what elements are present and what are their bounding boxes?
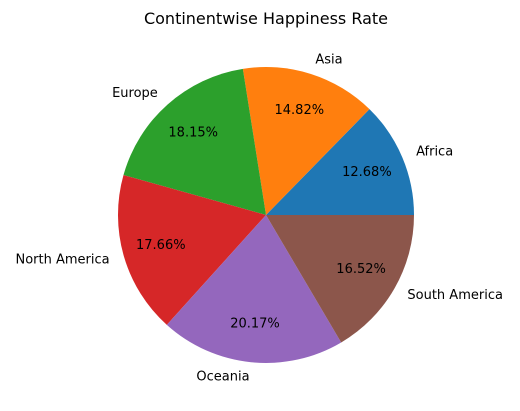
slice-percent-oceania: 20.17% xyxy=(230,317,280,332)
slice-label-south-america: South America xyxy=(407,288,503,303)
slice-label-asia: Asia xyxy=(315,52,342,67)
pie-slice-north-america xyxy=(117,175,266,325)
pie-slice-africa xyxy=(266,109,414,215)
pie-slice-oceania xyxy=(166,215,342,363)
pie-slices xyxy=(117,66,414,363)
slice-label-europe: Europe xyxy=(112,86,158,101)
pie-slice-asia xyxy=(242,66,370,216)
slice-label-oceania: Oceania xyxy=(196,370,249,385)
slice-percent-south-america: 16.52% xyxy=(336,262,386,277)
slice-percent-north-america: 17.66% xyxy=(136,238,186,253)
pie-slice-south-america xyxy=(266,215,414,343)
slice-label-africa: Africa xyxy=(416,144,453,159)
pie-labels: Africa 12.68% Asia 14.82% Europe 18.15% North … xyxy=(15,52,502,384)
chart-title: Continentwise Happiness Rate xyxy=(144,9,388,28)
slice-percent-asia: 14.82% xyxy=(275,103,325,118)
slice-percent-europe: 18.15% xyxy=(168,126,218,141)
slice-label-north-america: North America xyxy=(15,253,109,268)
slice-percent-africa: 12.68% xyxy=(342,165,392,180)
pie-slice-europe xyxy=(123,68,267,215)
